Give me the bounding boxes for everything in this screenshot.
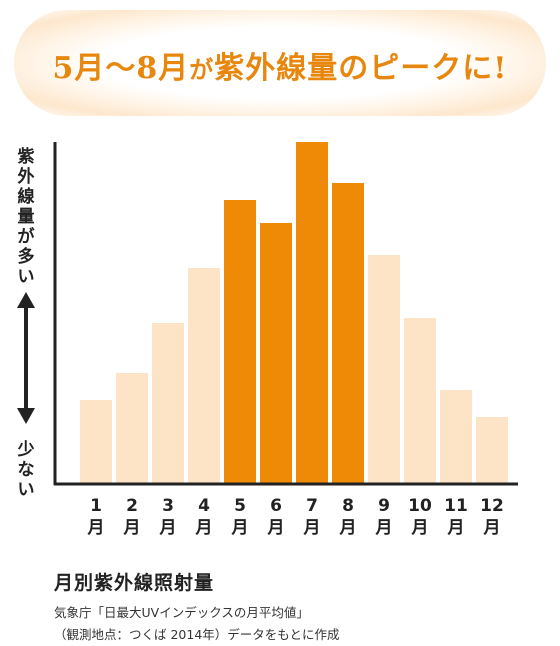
- headline-peak: 紫外線量のピークに!: [214, 51, 508, 86]
- tick-label-month: 月: [303, 518, 321, 538]
- axis-low-label: 少ない: [17, 440, 35, 500]
- tick-label-number: 12: [480, 496, 504, 516]
- bar-month-7: [296, 142, 328, 484]
- bar-month-9: [368, 255, 400, 484]
- headline-banner: [14, 10, 546, 116]
- tick-label-number: 9: [378, 496, 390, 516]
- bar-month-10: [404, 318, 436, 484]
- tick-label-month: 月: [267, 518, 285, 538]
- bar-month-6: [260, 223, 292, 484]
- tick-label-number: 8: [342, 496, 354, 516]
- tick-label-month: 月: [123, 518, 141, 538]
- tick-label-month: 月: [483, 518, 501, 538]
- bar-month-3: [152, 323, 184, 484]
- tick-label-month: 月: [375, 518, 393, 538]
- tick-label-number: 11: [444, 496, 468, 516]
- tick-label-number: 10: [408, 496, 432, 516]
- tick-label-month: 月: [231, 518, 249, 538]
- headline-months: 5月〜8月: [52, 51, 190, 86]
- tick-label-number: 2: [126, 496, 138, 516]
- tick-label-month: 月: [411, 518, 429, 538]
- tick-label-number: 5: [234, 496, 246, 516]
- tick-label-number: 1: [90, 496, 102, 516]
- arrow-down-icon: [17, 408, 35, 424]
- tick-label-month: 月: [339, 518, 357, 538]
- tick-label-number: 6: [270, 496, 282, 516]
- tick-label-number: 7: [306, 496, 318, 516]
- arrow-up-icon: [17, 292, 35, 308]
- chart-title: 月別紫外線照射量: [54, 572, 215, 594]
- headline: 5月〜8月が紫外線量のピークに!: [0, 43, 560, 87]
- axis-high-label: 紫外線量が多い: [17, 147, 35, 287]
- source-line-1: 気象庁「日最大UVインデックスの月平均値」: [54, 605, 309, 620]
- tick-label-month: 月: [447, 518, 465, 538]
- bar-month-11: [440, 390, 472, 484]
- tick-label-number: 4: [198, 496, 210, 516]
- tick-label-month: 月: [159, 518, 177, 538]
- tick-label-month: 月: [87, 518, 105, 538]
- bar-month-4: [188, 268, 220, 484]
- bar-month-2: [116, 373, 148, 484]
- headline-particle: が: [189, 55, 215, 84]
- bar-month-1: [80, 400, 112, 484]
- bar-month-5: [224, 200, 256, 484]
- source-line-2: （観測地点：つくば 2014年）データをもとに作成: [54, 627, 340, 642]
- bar-month-12: [476, 417, 508, 484]
- tick-label-month: 月: [195, 518, 213, 538]
- bar-month-8: [332, 183, 364, 484]
- tick-label-number: 3: [162, 496, 174, 516]
